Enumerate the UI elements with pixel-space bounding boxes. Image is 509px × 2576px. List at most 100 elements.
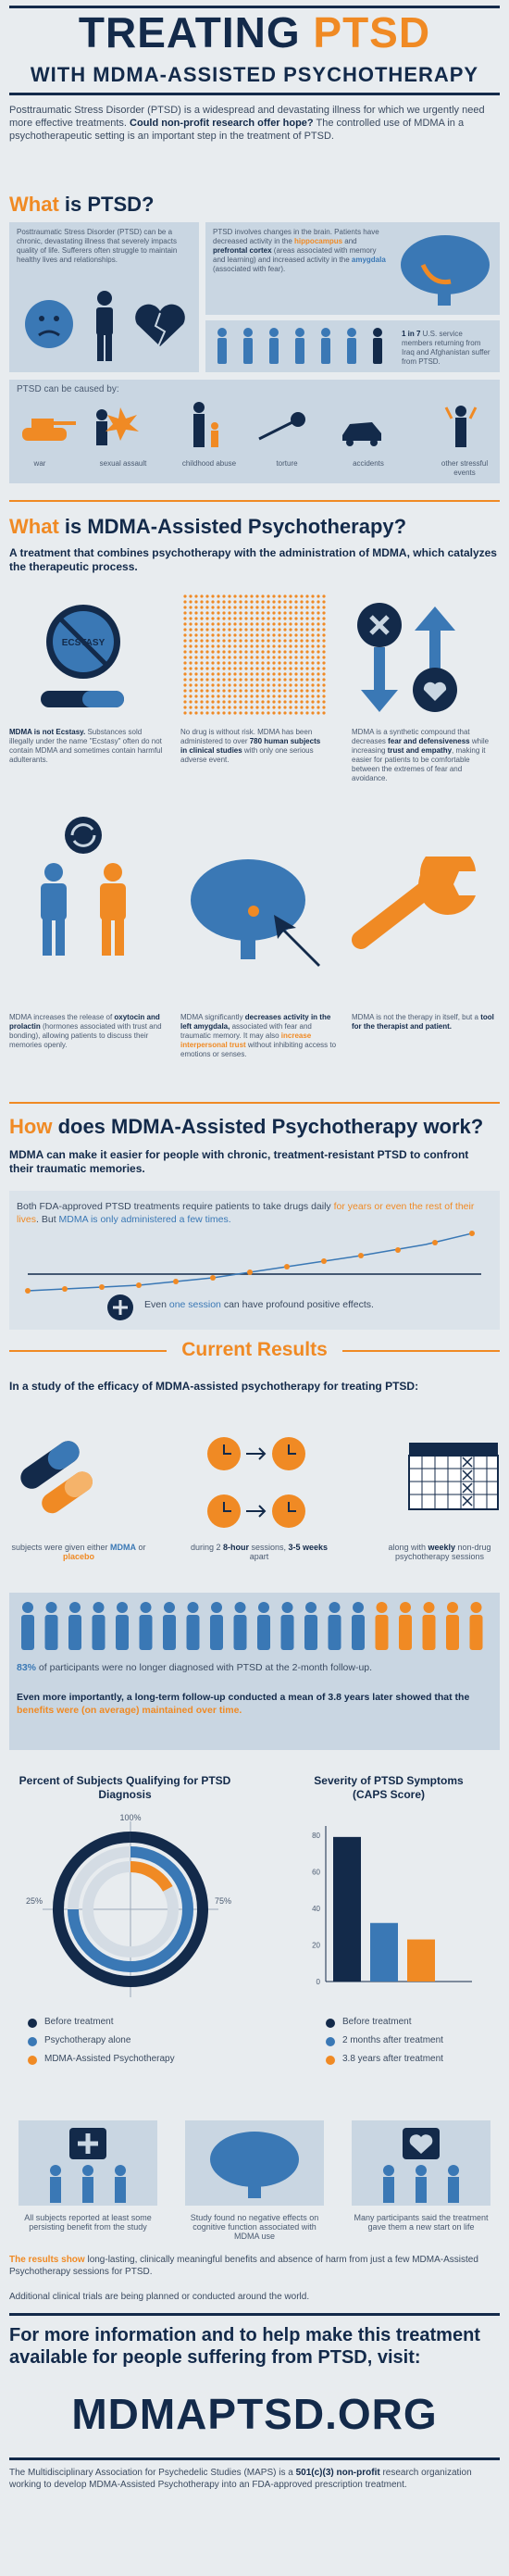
dot-mark — [239, 661, 242, 665]
dot-mark — [305, 622, 309, 626]
dot-mark — [205, 628, 209, 631]
dot-mark — [189, 694, 192, 698]
dot-mark — [228, 644, 231, 648]
dot-mark — [322, 633, 326, 637]
dot-mark — [294, 711, 298, 715]
c3-a: MDMA is a synthetic compound that decrea… — [352, 728, 470, 745]
dot-mark — [205, 694, 209, 698]
dot-mark — [294, 678, 298, 682]
dot-mark — [255, 678, 259, 682]
dot-mark — [194, 650, 198, 654]
c2-a: No drug is without risk. MDMA has been a… — [180, 728, 313, 745]
dot-mark — [244, 617, 248, 620]
what-mdma-rest: is MDMA-Assisted Psychotherapy? — [58, 515, 407, 538]
dot-mark — [200, 644, 204, 648]
session-a: Even — [144, 1299, 169, 1310]
dot-mark — [322, 644, 326, 648]
dot-mark — [217, 622, 220, 626]
results-panel: 83% of participants were no longer diagn… — [9, 1593, 500, 1750]
clocks-icon — [207, 1437, 305, 1528]
dot-mark — [228, 633, 231, 637]
dot-mark — [250, 689, 254, 693]
dot-mark — [217, 606, 220, 609]
dot-mark — [305, 683, 309, 687]
dot-mark — [244, 700, 248, 704]
dot-mark — [300, 611, 304, 615]
cause-accidents: accidents — [353, 459, 384, 468]
dot-mark — [211, 644, 215, 648]
dot-mark — [317, 700, 320, 704]
dot-mark — [222, 683, 226, 687]
dot-mark — [283, 667, 287, 670]
dot-mark — [272, 594, 276, 598]
cause-torture: torture — [276, 459, 298, 468]
dot-mark — [255, 700, 259, 704]
dot-mark — [322, 706, 326, 709]
dot-mark — [261, 706, 265, 709]
dot-mark — [322, 650, 326, 654]
dot-mark — [222, 617, 226, 620]
dot-mark — [228, 689, 231, 693]
dot-mark — [222, 700, 226, 704]
dot-mark — [289, 644, 292, 648]
dot-mark — [311, 661, 315, 665]
dot-mark — [317, 678, 320, 682]
dot-mark — [300, 656, 304, 659]
dot-mark — [233, 706, 237, 709]
dot-mark — [255, 644, 259, 648]
dot-mark — [194, 628, 198, 631]
dot-mark — [211, 606, 215, 609]
legend-dot — [326, 2056, 335, 2065]
dot-mark — [200, 622, 204, 626]
dot-mark — [278, 622, 281, 626]
dot-mark — [317, 622, 320, 626]
participant-figure — [469, 1602, 483, 1650]
dot-mark — [278, 594, 281, 598]
cause-childhood-abuse: childhood abuse — [181, 459, 237, 468]
dot-mark — [300, 622, 304, 626]
dot-mark — [289, 689, 292, 693]
bar-chart-title: Severity of PTSD Symptoms (CAPS Score) — [314, 1774, 464, 1801]
dot-mark — [228, 600, 231, 604]
show-a: The results show — [9, 2255, 85, 2265]
dot-mark — [200, 694, 204, 698]
dot-mark — [222, 672, 226, 676]
dot-mark — [300, 689, 304, 693]
dot-mark — [294, 628, 298, 631]
dot-mark — [294, 622, 298, 626]
dot-mark — [211, 656, 215, 659]
dot-mark — [205, 617, 209, 620]
dot-mark — [239, 622, 242, 626]
website-link[interactable]: MDMAPTSD.ORG — [71, 2390, 438, 2438]
how-word: How — [9, 1115, 53, 1138]
ecstasy-label: ECSTASY — [62, 638, 106, 648]
dot-mark — [305, 667, 309, 670]
dot-mark — [200, 633, 204, 637]
dot-mark — [211, 706, 215, 709]
dot-mark — [205, 678, 209, 682]
dot-mark — [272, 600, 276, 604]
dot-mark — [311, 656, 315, 659]
dot-mark — [294, 633, 298, 637]
dot-mark — [228, 617, 231, 620]
dot-mark — [311, 622, 315, 626]
dot-mark — [205, 683, 209, 687]
dot-mark — [283, 694, 287, 698]
participant-figure — [139, 1602, 153, 1650]
dot-mark — [272, 672, 276, 676]
dot-mark — [261, 689, 265, 693]
ptsd-causes-panel: PTSD can be caused by: war sexual assaul… — [9, 380, 500, 483]
dot-mark — [311, 683, 315, 687]
dot-mark — [272, 644, 276, 648]
outcome-1-panel — [19, 2120, 157, 2206]
bar-legend: Before treatment 2 months after treatmen… — [326, 2017, 502, 2072]
dot-mark — [267, 672, 270, 676]
dot-mark — [317, 661, 320, 665]
dot-mark — [200, 606, 204, 609]
intro-paragraph: Posttraumatic Stress Disorder (PTSD) is … — [9, 104, 500, 143]
dot-mark — [305, 633, 309, 637]
brain-t1: PTSD involves changes in the brain. Pati… — [213, 228, 379, 245]
dot-mark — [322, 711, 326, 715]
dot-mark — [317, 689, 320, 693]
dot-mark — [189, 700, 192, 704]
